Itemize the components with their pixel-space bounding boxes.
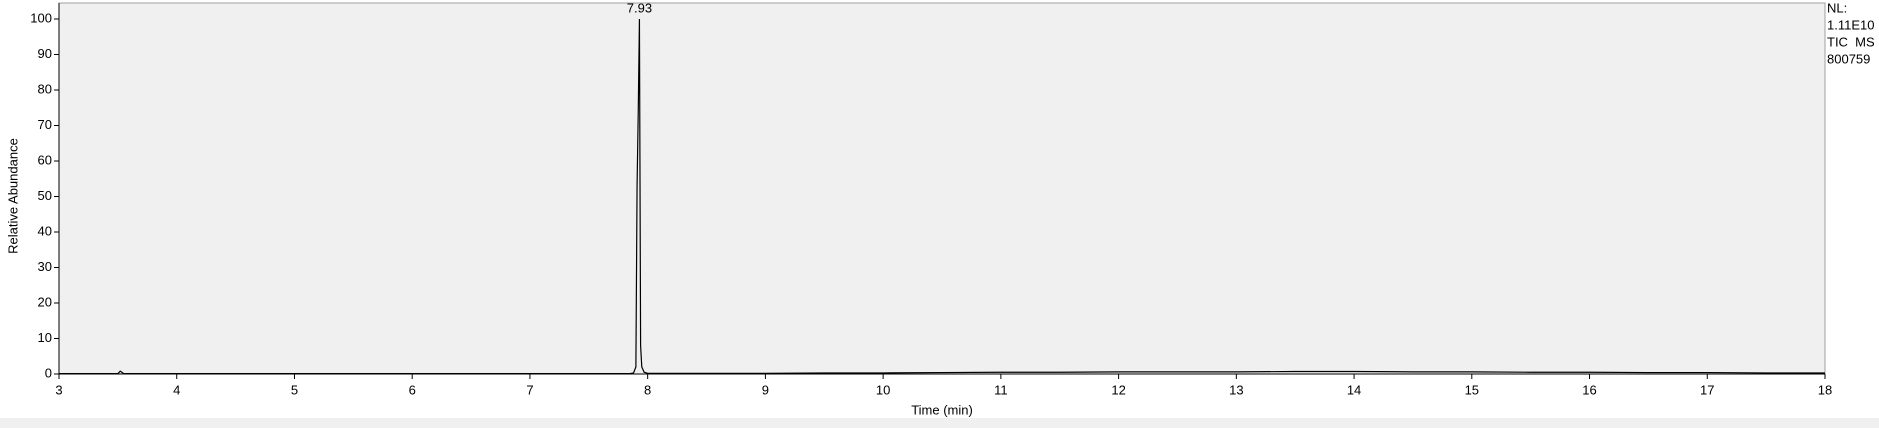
info-text: NL: bbox=[1827, 0, 1847, 15]
x-tick-label: 6 bbox=[409, 382, 416, 397]
info-text: TIC MS bbox=[1827, 34, 1875, 49]
y-tick-label: 40 bbox=[38, 223, 52, 238]
y-axis-label: Relative Abundance bbox=[5, 138, 20, 254]
y-tick-label: 90 bbox=[38, 46, 52, 61]
y-tick-label: 20 bbox=[38, 294, 52, 309]
x-tick-label: 11 bbox=[994, 382, 1008, 397]
plot-area bbox=[58, 2, 1826, 375]
y-tick-label: 70 bbox=[38, 117, 52, 132]
x-tick-label: 10 bbox=[876, 382, 890, 397]
info-text: 800759 bbox=[1827, 51, 1870, 66]
peak-label: 7.93 bbox=[627, 0, 652, 15]
x-tick-label: 3 bbox=[55, 382, 62, 397]
y-tick-label: 10 bbox=[38, 330, 52, 345]
x-tick-label: 5 bbox=[291, 382, 298, 397]
y-tick-label: 100 bbox=[30, 10, 52, 25]
y-tick-label: 50 bbox=[38, 188, 52, 203]
x-tick-label: 8 bbox=[644, 382, 651, 397]
y-tick-label: 0 bbox=[45, 365, 52, 380]
x-axis-label: Time (min) bbox=[911, 402, 973, 417]
x-tick-label: 4 bbox=[173, 382, 180, 397]
chromatogram-trace bbox=[59, 18, 1825, 375]
x-tick-label: 14 bbox=[1347, 382, 1361, 397]
x-tick-label: 13 bbox=[1229, 382, 1243, 397]
y-tick-label: 60 bbox=[38, 152, 52, 167]
x-tick-label: 7 bbox=[526, 382, 533, 397]
x-tick-label: 15 bbox=[1465, 382, 1479, 397]
x-tick-label: 16 bbox=[1582, 382, 1596, 397]
x-tick-label: 17 bbox=[1700, 382, 1714, 397]
info-text: 1.11E10 bbox=[1827, 17, 1874, 32]
y-tick-label: 30 bbox=[38, 259, 52, 274]
x-tick-label: 9 bbox=[762, 382, 769, 397]
y-tick-label: 80 bbox=[38, 81, 52, 96]
x-tick-label: 12 bbox=[1111, 382, 1125, 397]
x-tick-label: 18 bbox=[1818, 382, 1832, 397]
bottom-strip bbox=[0, 418, 1879, 428]
